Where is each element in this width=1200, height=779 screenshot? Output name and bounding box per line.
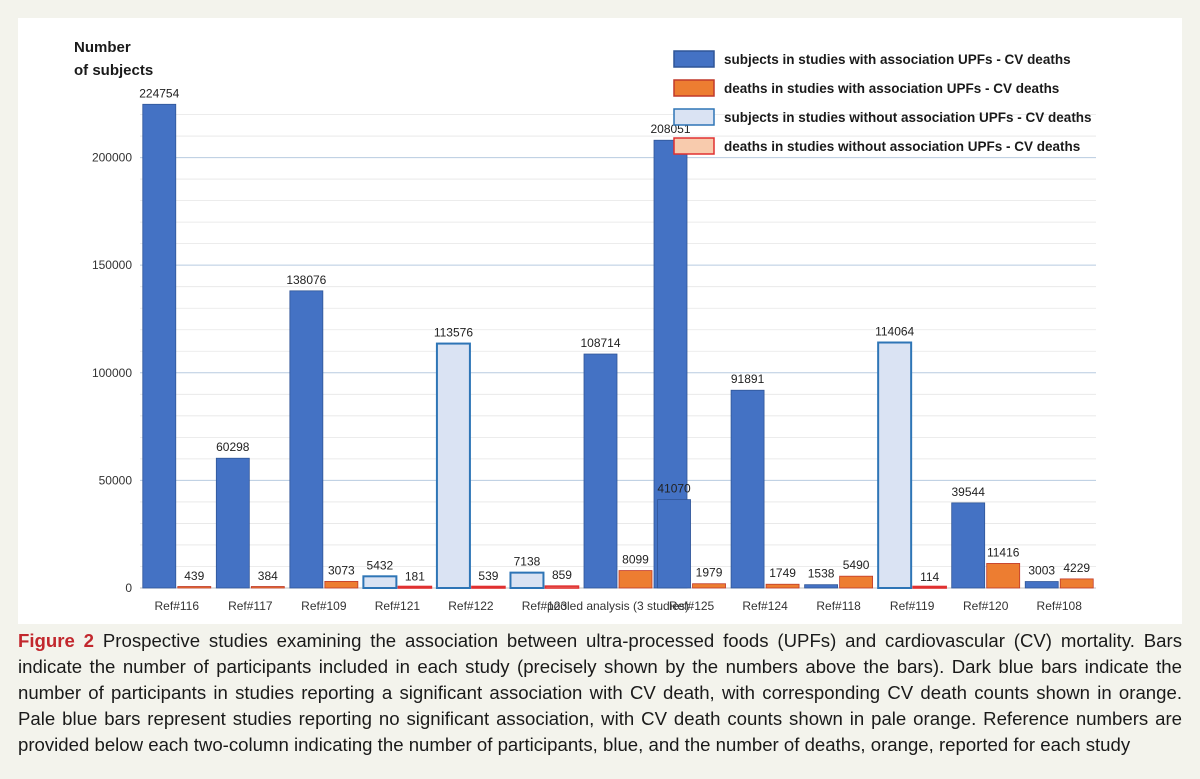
x-tick-label: Ref#121 xyxy=(375,599,421,613)
deaths-bar xyxy=(618,570,653,589)
legend-label: subjects in studies without association … xyxy=(724,110,1092,125)
deaths-bar xyxy=(765,583,800,589)
deaths-value-label: 859 xyxy=(552,568,572,582)
subjects-value-label: 138076 xyxy=(286,273,326,287)
legend-label: deaths in studies without association UP… xyxy=(724,139,1080,154)
subjects-value-label: 1538 xyxy=(808,567,835,581)
deaths-value-label: 439 xyxy=(184,569,204,583)
subjects-bar xyxy=(362,575,398,589)
subjects-bar xyxy=(289,290,324,589)
subjects-bar xyxy=(877,341,913,589)
subjects-bar xyxy=(435,342,471,589)
legend-label: deaths in studies with association UPFs … xyxy=(724,81,1059,96)
deaths-value-label: 5490 xyxy=(843,558,870,572)
subjects-bar xyxy=(804,584,839,589)
figure-caption: Figure 2 Prospective studies examining t… xyxy=(18,628,1182,758)
subjects-value-label: 41070 xyxy=(657,482,691,496)
x-axis-ticks: Ref#116 Ref#117 Ref#109 Ref#121 Ref#122 Ref#1… xyxy=(155,599,1083,613)
subjects-bar xyxy=(1024,581,1059,589)
chart-panel: 0 50000 100000 150000 200000 224754 439 60298 3… xyxy=(18,18,1182,624)
subjects-value-label: 5432 xyxy=(367,558,394,572)
deaths-bar xyxy=(471,585,506,589)
deaths-value-label: 1979 xyxy=(696,566,723,580)
x-tick-label: Ref#120 xyxy=(963,599,1009,613)
deaths-value-label: 8099 xyxy=(622,553,649,567)
deaths-bar xyxy=(250,586,285,589)
legend-swatch xyxy=(673,79,715,97)
deaths-bar xyxy=(397,585,433,589)
deaths-bar xyxy=(692,583,726,589)
subjects-value-label: 3003 xyxy=(1028,564,1055,578)
x-tick-label: Ref#117 xyxy=(228,599,273,613)
subjects-bar xyxy=(951,502,986,589)
subjects-bar xyxy=(215,457,250,589)
legend-swatch xyxy=(673,50,715,68)
subjects-bar xyxy=(730,389,765,589)
y-tick-label: 200000 xyxy=(92,151,132,165)
subjects-value-label: 113576 xyxy=(434,326,473,340)
y-tick-label: 0 xyxy=(125,581,132,595)
legend: subjects in studies with association UPF… xyxy=(673,50,1092,155)
legend-label: subjects in studies with association UPF… xyxy=(724,52,1071,67)
y-axis-label-line1: Number xyxy=(74,39,131,56)
deaths-bar xyxy=(986,563,1021,589)
deaths-value-label: 114 xyxy=(920,570,939,584)
deaths-value-label: 3073 xyxy=(328,563,355,577)
deaths-value-label: 1749 xyxy=(769,566,796,580)
legend-swatch xyxy=(673,108,715,126)
subjects-bar xyxy=(142,103,177,589)
figure-label: Figure 2 xyxy=(18,630,95,651)
subjects-value-label: 39544 xyxy=(952,485,986,499)
subjects-value-label: 60298 xyxy=(216,440,250,454)
deaths-bar xyxy=(912,585,947,589)
subjects-value-label: 91891 xyxy=(731,372,765,386)
bars xyxy=(142,103,1094,589)
x-tick-label: Ref#123 xyxy=(522,599,568,613)
y-axis-label-line2: of subjects xyxy=(74,62,153,79)
subjects-value-label: 114064 xyxy=(875,325,914,339)
subjects-bar xyxy=(509,571,545,589)
x-tick-label: Ref#122 xyxy=(448,599,494,613)
subjects-bar xyxy=(583,353,618,589)
deaths-value-label: 11416 xyxy=(987,545,1020,559)
x-tick-label: pooled analysis (3 studies) xyxy=(547,599,689,613)
x-tick-label: Ref#118 xyxy=(816,599,861,613)
y-tick-label: 50000 xyxy=(99,473,133,487)
legend-swatch xyxy=(673,137,715,155)
x-tick-label: Ref#108 xyxy=(1037,599,1083,613)
y-tick-label: 150000 xyxy=(92,258,132,272)
deaths-bar xyxy=(839,575,874,589)
deaths-value-label: 4229 xyxy=(1063,561,1090,575)
deaths-value-label: 539 xyxy=(478,569,498,583)
x-tick-label: Ref#124 xyxy=(742,599,788,613)
x-tick-label: Ref#116 xyxy=(155,599,200,613)
bar-chart: 0 50000 100000 150000 200000 224754 439 60298 3… xyxy=(74,39,1096,613)
x-tick-label: Ref#125 xyxy=(669,599,715,613)
deaths-bar xyxy=(324,580,359,589)
subjects-bar xyxy=(657,499,691,589)
y-tick-label: 100000 xyxy=(92,366,132,380)
deaths-bar xyxy=(177,586,212,589)
value-labels: 224754 439 60298 384 138076 3073 5432 181 113576… xyxy=(139,86,1090,583)
deaths-value-label: 384 xyxy=(258,569,278,583)
deaths-bar xyxy=(1059,578,1094,589)
caption-text: Prospective studies examining the associ… xyxy=(18,630,1182,755)
deaths-bar xyxy=(544,585,580,589)
subjects-value-label: 7138 xyxy=(514,555,541,569)
subjects-value-label: 224754 xyxy=(139,86,179,100)
y-axis-ticks: 0 50000 100000 150000 200000 xyxy=(92,151,132,595)
subjects-value-label: 108714 xyxy=(580,336,620,350)
x-tick-label: Ref#119 xyxy=(890,599,935,613)
deaths-value-label: 181 xyxy=(405,570,425,584)
x-tick-label: Ref#109 xyxy=(301,599,347,613)
